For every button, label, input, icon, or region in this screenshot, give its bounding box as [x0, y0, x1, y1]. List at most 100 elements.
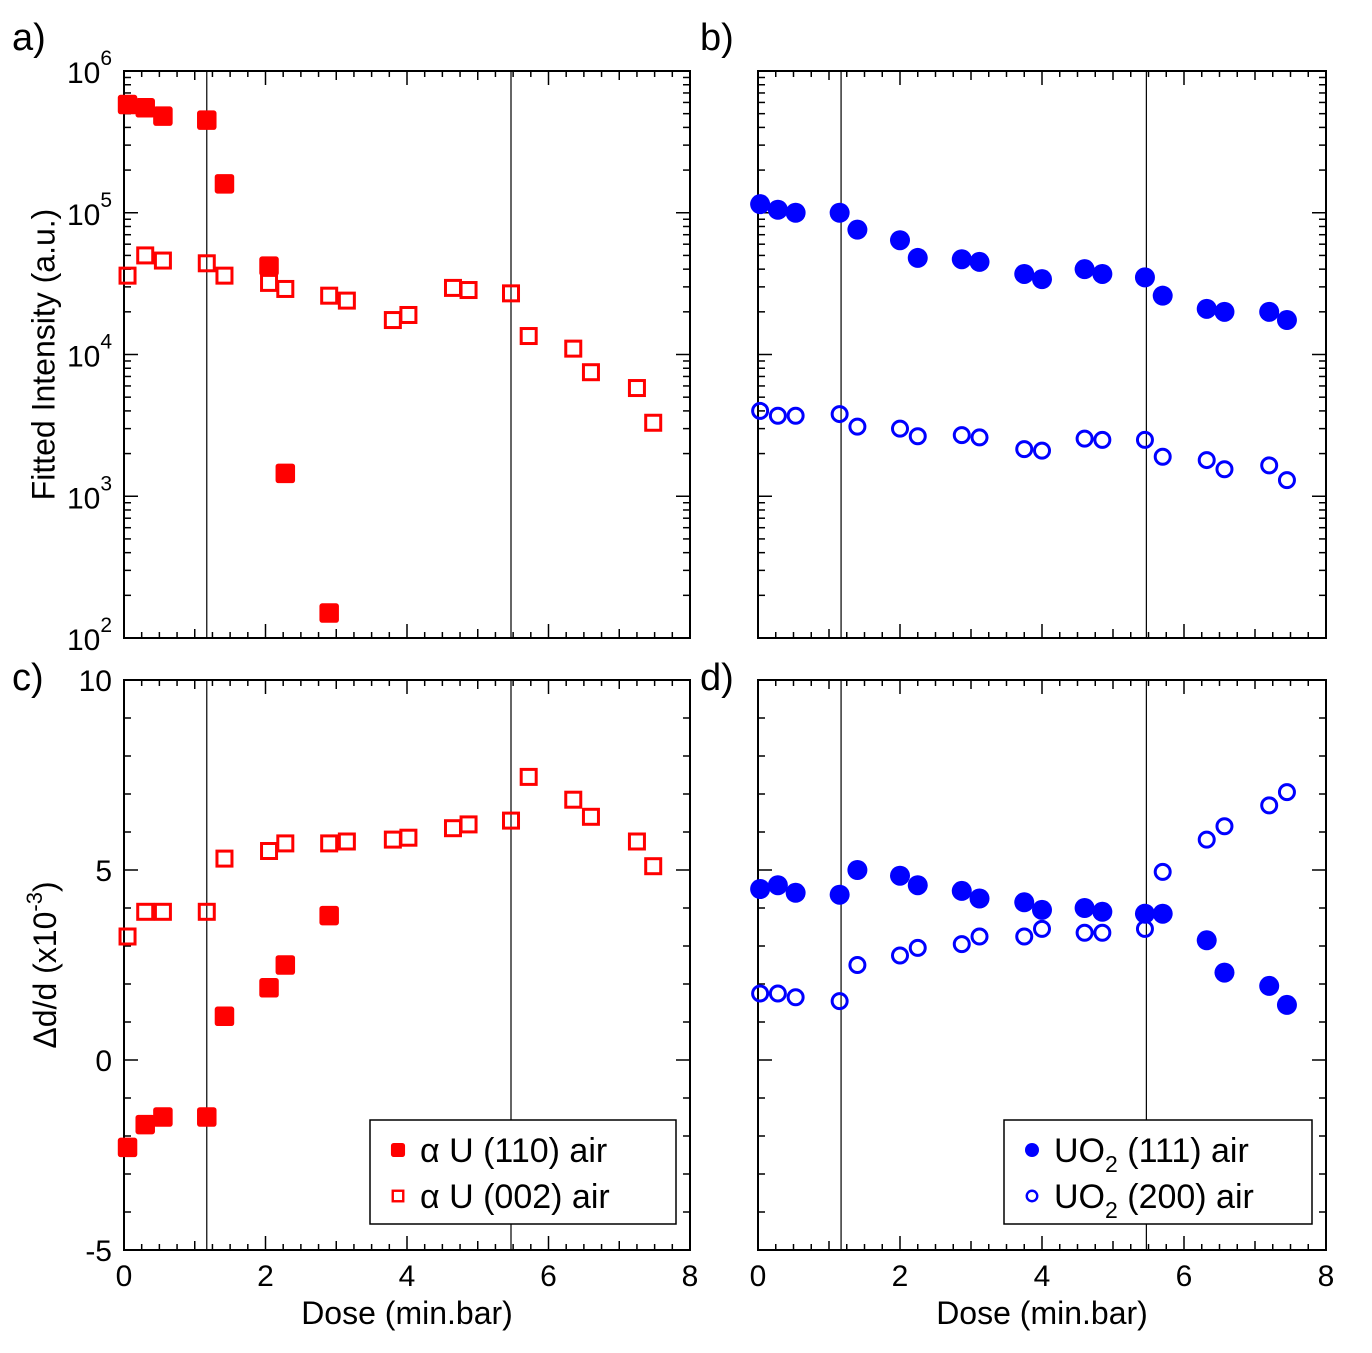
data-point [969, 251, 990, 272]
panel-2: b) [700, 17, 1327, 639]
data-point [750, 879, 771, 899]
data-point [1153, 862, 1172, 881]
data-point [829, 884, 850, 905]
data-point [1260, 796, 1279, 815]
data-point [276, 834, 295, 853]
data-point [1152, 903, 1173, 924]
legend-marker [1025, 1143, 1039, 1157]
data-point [829, 202, 850, 223]
data-point [1153, 447, 1172, 466]
y-axis-title: Δd/d (x10-3) [22, 881, 63, 1048]
x-tick-label: 2 [892, 1260, 909, 1293]
data-point [197, 1107, 217, 1127]
data-point [337, 832, 356, 851]
series-1 [117, 94, 339, 623]
legend-label: UO2 (200) air [1054, 1178, 1254, 1223]
legend-label: α U (110) air [420, 1132, 607, 1170]
data-point [1276, 310, 1297, 331]
data-point [564, 790, 583, 809]
data-point [1093, 430, 1112, 449]
data-point [135, 98, 155, 118]
data-point [890, 230, 910, 251]
data-point [848, 417, 867, 436]
data-point [768, 984, 787, 1003]
y-axis-title: Fitted Intensity (a.u.) [25, 209, 61, 501]
data-point [117, 94, 138, 115]
legend-box [1003, 1119, 1313, 1225]
data-point [891, 419, 909, 438]
data-point [891, 946, 909, 965]
legend-marker [1025, 1189, 1039, 1203]
data-point [951, 249, 972, 270]
plot-frame [757, 70, 1327, 639]
data-point [118, 266, 137, 285]
data-point [1014, 263, 1035, 284]
data-point [259, 256, 279, 276]
x-tick-label: 8 [682, 1260, 699, 1293]
data-point [519, 767, 538, 786]
data-point [1277, 471, 1296, 490]
data-point [153, 251, 172, 270]
data-point [1033, 441, 1051, 460]
series-2 [118, 246, 663, 432]
series-2 [751, 401, 1296, 490]
data-point [907, 247, 928, 268]
data-point [830, 992, 849, 1011]
data-point [785, 202, 806, 223]
data-point [215, 849, 234, 868]
data-point [1074, 259, 1095, 280]
data-point [215, 266, 234, 285]
data-point [848, 956, 867, 974]
data-point [153, 106, 173, 126]
data-point [951, 880, 972, 901]
data-point [136, 902, 155, 921]
data-point [1015, 440, 1034, 459]
data-point [970, 428, 989, 447]
data-point [1135, 919, 1154, 938]
data-point [1092, 901, 1113, 922]
x-tick-label: 6 [1176, 1260, 1193, 1293]
data-point [319, 603, 339, 623]
data-point [786, 406, 805, 425]
data-point [260, 842, 279, 860]
data-point [1152, 285, 1173, 306]
data-point [260, 273, 279, 292]
data-point [519, 327, 538, 346]
panel-label: c) [12, 657, 44, 699]
data-point [767, 199, 788, 220]
data-point [383, 311, 402, 330]
legend-marker [391, 1189, 405, 1203]
data-point [952, 935, 971, 954]
data-point [502, 811, 521, 830]
y-tick-label: 0 [95, 1045, 112, 1078]
data-point [627, 379, 646, 398]
data-point [459, 815, 478, 834]
data-point [627, 832, 646, 851]
data-point [337, 291, 356, 310]
data-point [969, 888, 990, 909]
data-point [908, 427, 927, 446]
data-point [1032, 899, 1052, 920]
y-tick-label: -5 [85, 1235, 112, 1268]
data-point [153, 1107, 173, 1127]
data-point [214, 1006, 235, 1027]
data-point [750, 194, 771, 215]
data-point [847, 860, 868, 880]
data-point [751, 401, 770, 420]
legend: α U (110) air α U (002) air [369, 1119, 677, 1225]
data-point [275, 463, 296, 484]
data-point [1092, 263, 1113, 284]
data-point [644, 413, 663, 432]
data-point [1196, 298, 1217, 319]
y-tick-label: 102 [67, 614, 112, 657]
data-point [1197, 830, 1216, 849]
panel-label: a) [12, 17, 46, 59]
data-point [1014, 892, 1035, 913]
y-tick-label: 103 [67, 472, 112, 515]
y-tick-label: 10 [79, 665, 112, 698]
series-2 [751, 783, 1296, 1011]
data-point [1196, 930, 1217, 951]
data-point [459, 281, 478, 300]
